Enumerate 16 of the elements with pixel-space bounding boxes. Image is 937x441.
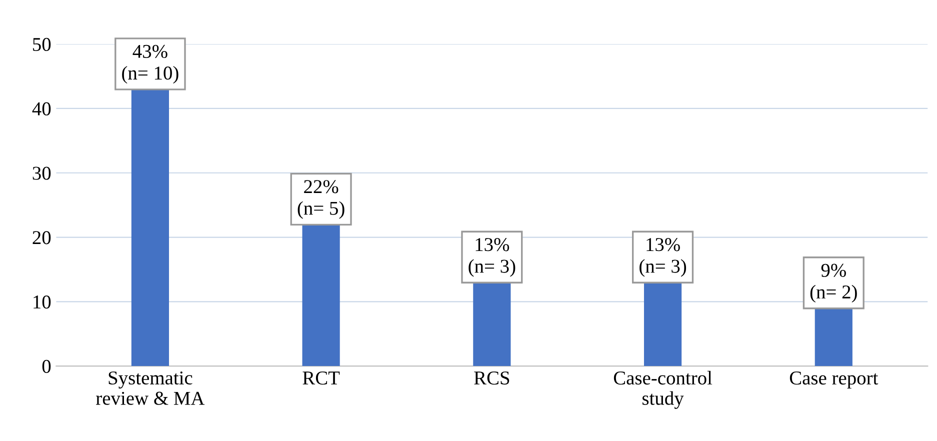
data-label: 9% (n= 2) [810, 264, 857, 303]
y-tick-label: 0 [42, 360, 51, 373]
y-tick-label: 50 [33, 38, 51, 52]
x-tick-label: RCS [474, 372, 510, 385]
x-tick-label: Case report [790, 372, 878, 389]
x-tick-label: Systematic review & MA [96, 371, 205, 405]
data-label: 13% (n= 3) [468, 238, 516, 277]
y-tick-label: 40 [32, 102, 51, 116]
data-label: 13% (n= 3) [640, 238, 686, 277]
data-label: 43% (n= 10) [122, 44, 178, 84]
x-tick-label: Case-control study [614, 370, 712, 409]
y-tick-label: 10 [34, 295, 51, 309]
y-tick-label: 20 [32, 231, 51, 244]
x-tick-label: RCT [302, 372, 340, 385]
data-label: 22% (n= 5) [298, 180, 344, 219]
y-tick-label: 30 [32, 166, 51, 180]
